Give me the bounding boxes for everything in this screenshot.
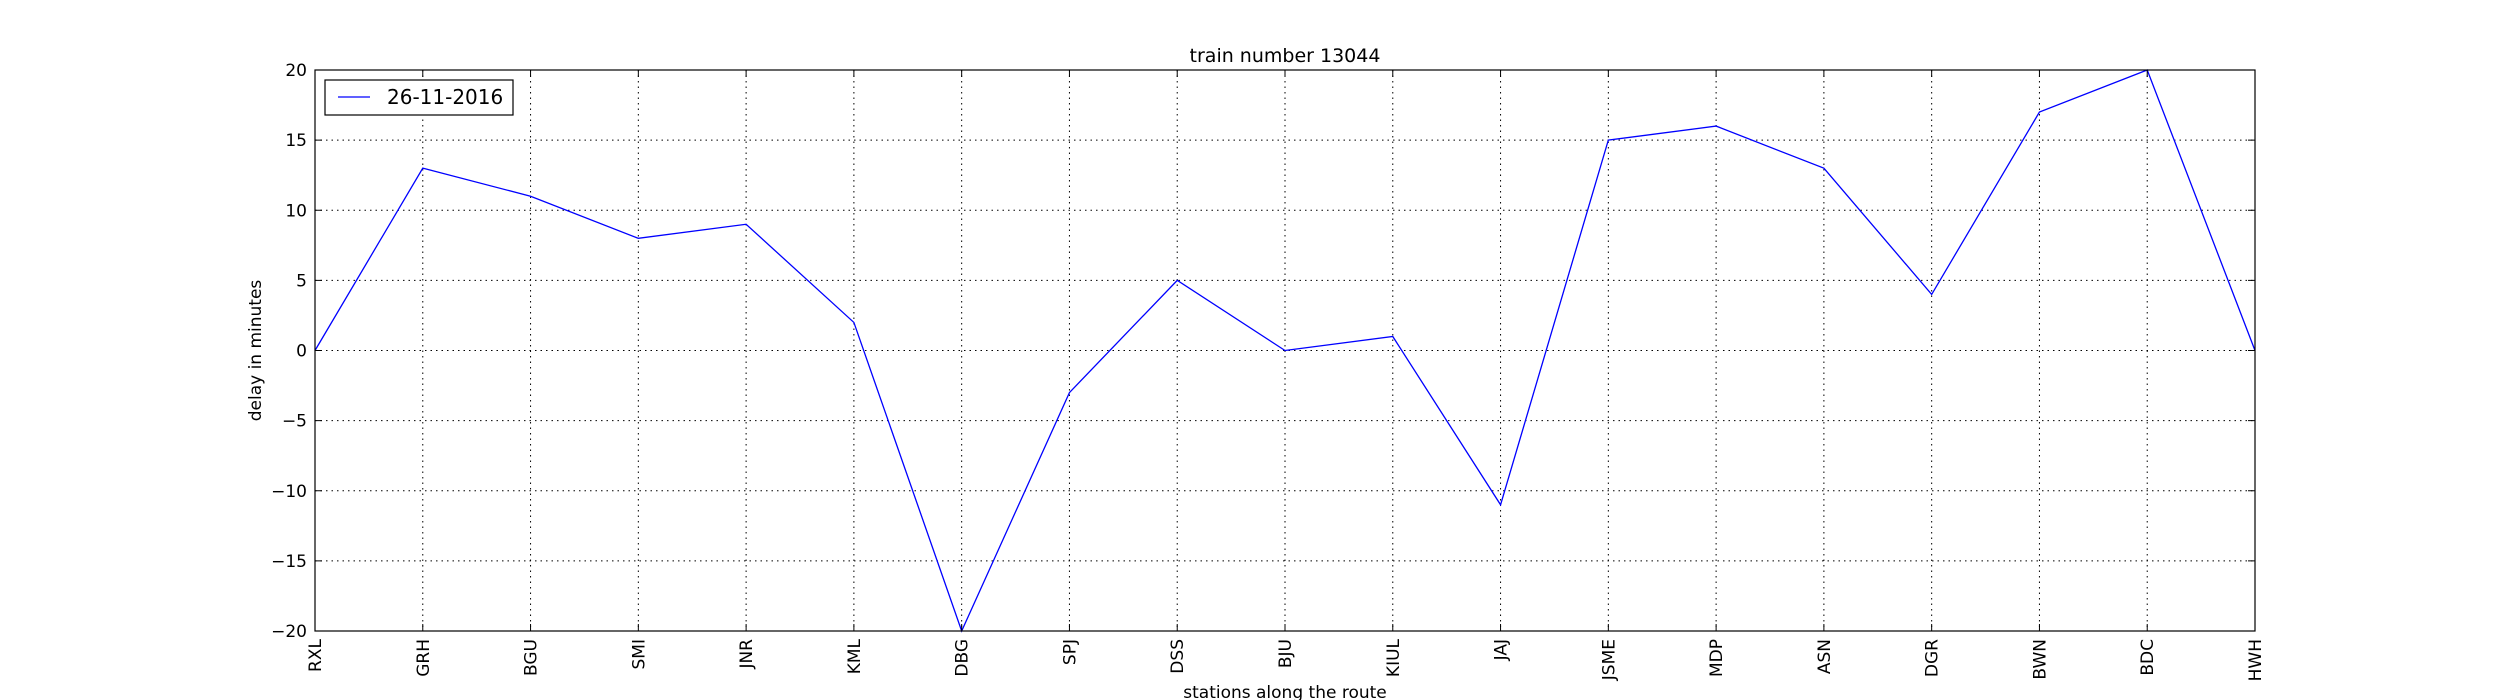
x-tick-label: JNR <box>737 639 757 670</box>
y-tick-label: −15 <box>271 552 307 572</box>
data-point-bju <box>1284 350 1286 352</box>
y-tick-label: 0 <box>296 342 307 362</box>
x-tick-label: KIUL <box>1384 638 1404 677</box>
series-line <box>314 69 2256 633</box>
y-axis-label: delay in minutes <box>246 280 266 422</box>
y-tick-label: 15 <box>285 131 307 151</box>
x-tick-label: JSME <box>1599 639 1619 681</box>
x-tick-label: JAJ <box>1492 639 1512 661</box>
y-tick-label: −5 <box>282 412 307 432</box>
data-point-kml <box>853 321 855 323</box>
data-point-grh <box>422 167 424 169</box>
data-point-bwn <box>2038 111 2040 113</box>
y-tick-label: −20 <box>271 622 307 642</box>
data-point-dgr <box>1931 293 1933 295</box>
data-point-jsme <box>1607 139 1609 141</box>
data-point-kiul <box>1392 335 1394 337</box>
data-point-jaj <box>1500 504 1502 506</box>
x-tick-label: BWN <box>2030 639 2050 680</box>
x-tick-label: KML <box>845 638 865 674</box>
x-tick-label: RXL <box>306 638 326 671</box>
x-tick-label: DBG <box>953 639 973 677</box>
x-tick-label: DGR <box>1923 639 1943 677</box>
chart-title: train number 13044 <box>1190 45 1381 67</box>
x-axis-label: stations along the route <box>1183 683 1387 700</box>
x-tick-label: BGU <box>522 639 542 676</box>
x-tick-label: BJU <box>1276 639 1296 668</box>
data-point-dss <box>1176 279 1178 281</box>
x-tick-label: SPJ <box>1060 639 1080 665</box>
y-tick-label: 10 <box>285 201 307 221</box>
legend: 26-11-2016 <box>324 79 514 116</box>
y-tick-label: 5 <box>296 271 307 291</box>
x-tick-label: SMI <box>629 639 649 669</box>
data-point-bgu <box>530 195 532 197</box>
data-point-mdp <box>1715 125 1717 127</box>
x-tick-label: DSS <box>1168 639 1188 674</box>
data-point-asn <box>1823 167 1825 169</box>
x-tick-label: ASN <box>1815 639 1835 674</box>
data-point-jnr <box>745 223 747 225</box>
grid <box>315 70 2255 631</box>
data-point-spj <box>1068 392 1070 394</box>
x-tick-label: BDC <box>2138 639 2158 676</box>
y-tick-label: −10 <box>271 482 307 502</box>
series-layer <box>314 69 2256 633</box>
x-tick-label: GRH <box>414 639 434 677</box>
x-tick-label: HWH <box>2246 639 2266 681</box>
y-tick-label: 20 <box>285 61 307 81</box>
legend-label: 26-11-2016 <box>387 85 503 109</box>
data-point-smi <box>637 237 639 239</box>
x-tick-label: MDP <box>1707 639 1727 677</box>
